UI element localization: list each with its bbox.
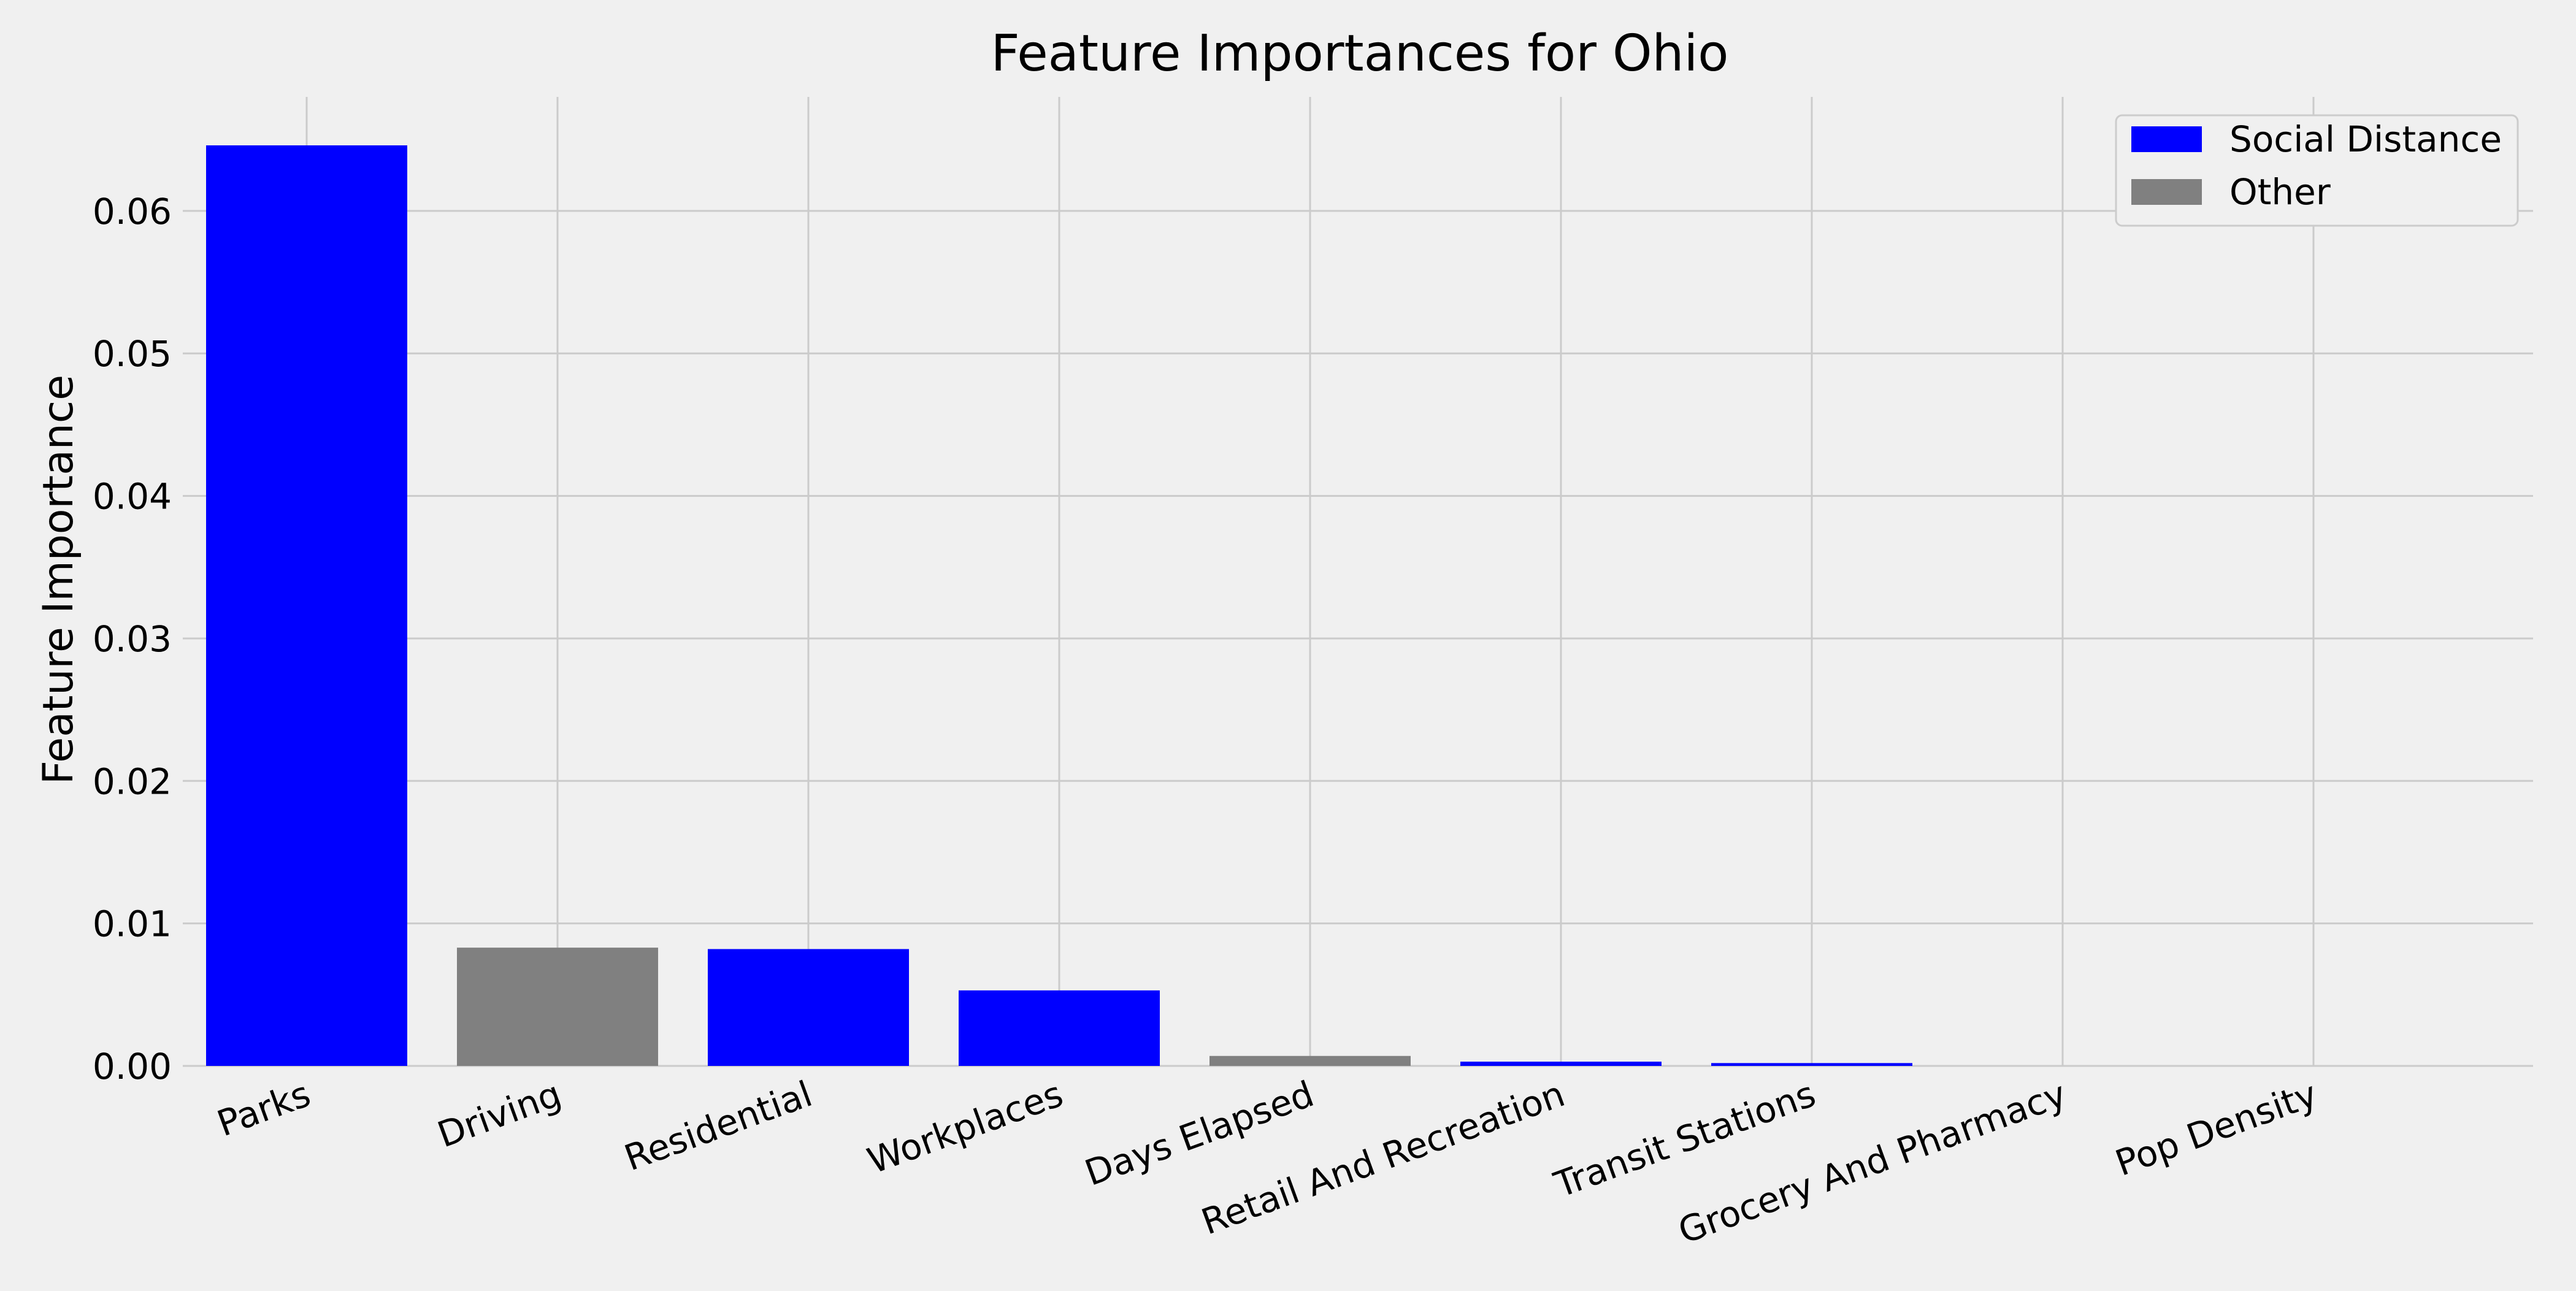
bar-driving [457,948,658,1066]
legend: Social Distance Other [2115,114,2519,227]
bar-retail-and-recreation [1460,1062,1662,1066]
y-axis-ticks: 0.00 0.01 0.02 0.03 0.04 0.05 0.06 [93,191,172,1087]
bar-days-elapsed [1209,1055,1411,1066]
legend-frame [2115,114,2519,227]
chart-title: Feature Importances for Ohio [991,25,1729,83]
y-tick-label: 0.04 [93,476,172,518]
y-tick-label: 0.02 [93,760,172,802]
legend-swatch-other [2131,179,2202,205]
legend-label-other: Other [2229,171,2331,213]
legend-swatch-social-distance [2131,126,2202,152]
y-tick-label: 0.06 [93,191,172,232]
y-tick-label: 0.01 [93,903,172,945]
y-axis-label: Feature Importance [34,375,83,784]
y-tick-label: 0.00 [93,1046,172,1087]
bar-transit-stations [1711,1063,1912,1066]
bar-workplaces [959,990,1160,1066]
legend-label-social-distance: Social Distance [2229,118,2502,160]
y-tick-label: 0.03 [93,618,172,660]
y-tick-label: 0.05 [93,333,172,375]
bar-residential [708,949,909,1066]
bars [206,145,1912,1066]
bar-parks [206,145,407,1066]
